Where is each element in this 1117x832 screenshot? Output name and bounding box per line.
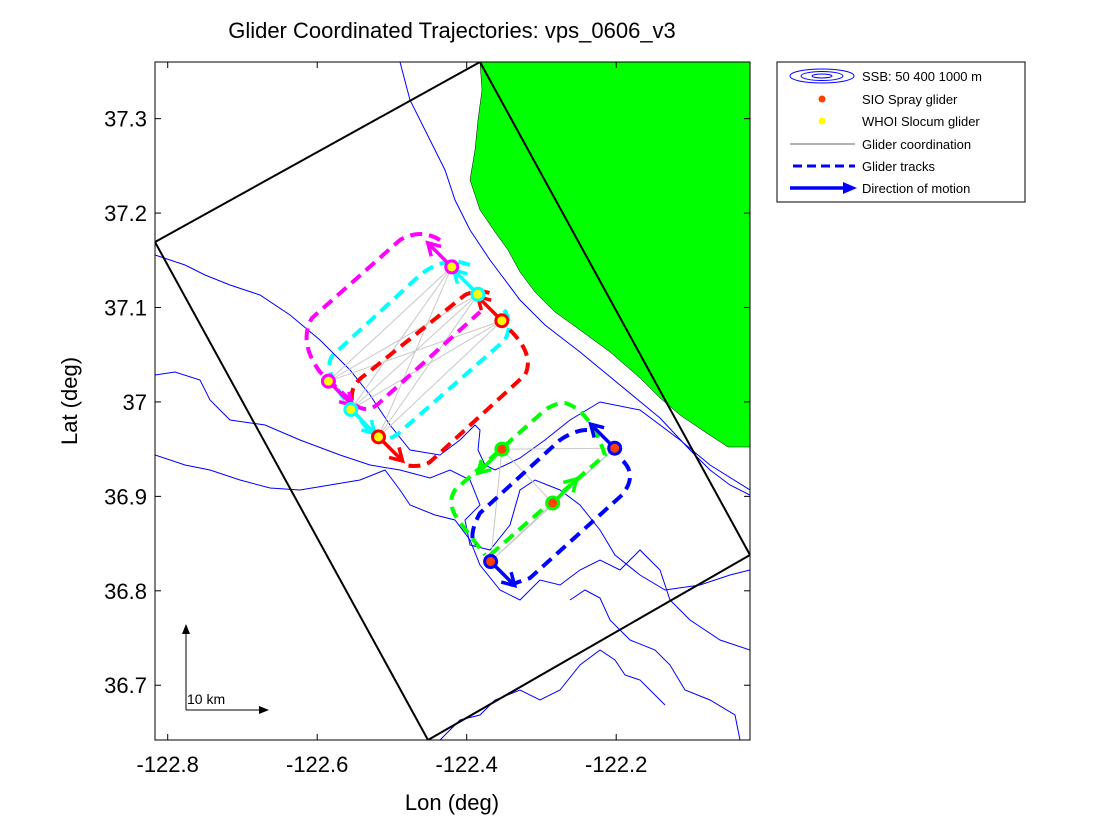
contour-line: [439, 649, 666, 740]
track-green: [449, 400, 608, 557]
x-tick-label: -122.8: [137, 752, 199, 777]
domain-boundary: [155, 62, 750, 740]
y-tick-label: 37.2: [104, 201, 147, 226]
arrow-head-icon: [475, 459, 492, 476]
coordination-line: [378, 320, 503, 438]
legend-label: SIO Spray glider: [862, 92, 958, 107]
glider-marker-magenta: [444, 259, 460, 275]
land-area: [469, 62, 750, 448]
arrow-head-icon: [388, 447, 405, 464]
glider-marker-magenta: [320, 373, 336, 389]
y-tick-label: 36.9: [104, 484, 147, 509]
y-axis-label: Lat (deg): [57, 357, 82, 445]
glider-marker-red: [494, 313, 510, 329]
axes-box: [154, 61, 751, 741]
arrow-head-icon: [562, 476, 580, 493]
glider-marker-blue: [607, 440, 623, 456]
scale-arrow-head-icon: [259, 706, 269, 714]
legend-label: Direction of motion: [862, 181, 970, 196]
track-blue: [470, 428, 632, 587]
glider-markers: [320, 259, 623, 570]
track-magenta: [304, 232, 482, 411]
coordination-line: [350, 266, 453, 410]
scale-bar-label: 10 km: [187, 691, 225, 707]
contour-ellipses-icon: [789, 68, 855, 84]
y-axis: 36.7 36.8 36.9 37 37.1 37.2 37.3: [104, 107, 750, 698]
glider-marker-red: [370, 429, 386, 445]
contour-line: [399, 62, 750, 496]
coordination-line: [378, 266, 453, 438]
arrow-head-icon: [588, 421, 605, 439]
y-tick-label: 36.7: [104, 673, 147, 698]
glider-tracks: [304, 232, 632, 587]
y-tick-label: 37: [123, 390, 147, 415]
track-cyan: [327, 259, 511, 442]
y-tick-label: 37.3: [104, 107, 147, 132]
arrow-head-icon: [500, 571, 518, 589]
glider-marker-cyan: [343, 401, 359, 417]
x-tick-label: -122.2: [585, 752, 647, 777]
x-axis: -122.8 -122.6 -122.4 -122.2: [137, 62, 647, 777]
coordination-line: [328, 293, 479, 382]
coordination-line: [501, 447, 615, 450]
coordination-line: [378, 294, 479, 438]
legend-label: Glider coordination: [862, 137, 971, 152]
coordination-line: [350, 293, 479, 410]
contour-line: [569, 589, 741, 740]
yellow-dot-icon: [818, 117, 826, 125]
coordination-line: [490, 449, 503, 562]
x-tick-label: -122.4: [436, 752, 498, 777]
arrow-head-icon: [425, 240, 442, 257]
coordination-line: [328, 266, 453, 382]
legend-box: [776, 61, 1026, 203]
contour-line: [155, 254, 750, 491]
contour-line: [155, 454, 750, 651]
glider-marker-green: [494, 441, 510, 457]
coordination-line: [501, 448, 554, 504]
y-tick-label: 36.8: [104, 579, 147, 604]
x-axis-label: Lon (deg): [405, 790, 499, 815]
arrow-icon: [790, 182, 857, 194]
glider-marker-green: [545, 495, 561, 511]
legend-label: SSB: 50 400 1000 m: [862, 69, 982, 84]
legend-label: WHOI Slocum glider: [862, 114, 980, 129]
legend-label: Glider tracks: [862, 159, 935, 174]
bathymetry-contours: [155, 62, 750, 740]
legend: SSB: 50 400 1000 m SIO Spray glider WHOI…: [776, 61, 1026, 203]
chart-title: Glider Coordinated Trajectories: vps_060…: [228, 18, 676, 43]
glider-marker-blue: [483, 554, 499, 570]
track-red: [349, 289, 530, 468]
coordination-line: [350, 320, 503, 410]
orange-dot-icon: [818, 95, 826, 103]
north-arrow-head-icon: [182, 624, 190, 634]
x-tick-label: -122.6: [286, 752, 348, 777]
glider-marker-cyan: [470, 286, 486, 302]
y-tick-label: 37.1: [104, 296, 147, 321]
scale-bar: 10 km: [182, 624, 269, 714]
